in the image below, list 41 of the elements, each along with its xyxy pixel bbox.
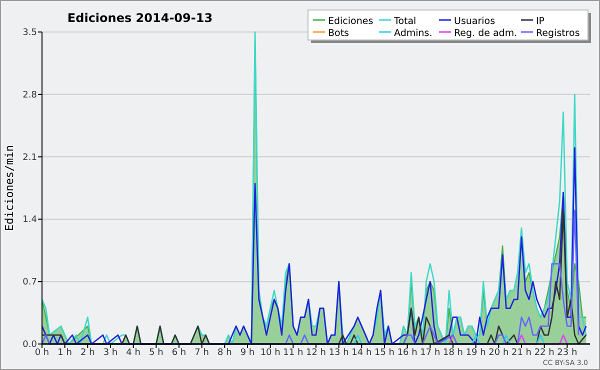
y-tick-label: 2.1 <box>22 152 37 163</box>
legend-label: Admins. <box>394 28 432 39</box>
x-tick-label: 19 h <box>466 348 486 358</box>
chart-title: Ediciones 2014-09-13 <box>67 11 213 25</box>
legend-label: Registros <box>536 28 580 39</box>
x-tick-label: 23 h <box>557 348 578 358</box>
x-tick-label: 6 h <box>172 348 186 358</box>
x-tick-label: 1 h <box>58 348 72 358</box>
line-series <box>41 147 587 345</box>
y-tick-label: 0.7 <box>22 278 37 288</box>
x-tick-label: 9 h <box>240 348 255 358</box>
x-tick-label: 5 h <box>149 348 164 358</box>
x-tick-label: 0 h <box>34 348 50 358</box>
y-tick-label: 2.8 <box>22 90 38 100</box>
y-axis-title: Ediciones/min <box>3 144 16 232</box>
x-tick-label: 3 h <box>103 348 118 358</box>
x-tick-label: 2 h <box>80 348 95 358</box>
legend-label: Ediciones <box>328 16 374 27</box>
x-tick-label: 16 h <box>397 348 418 358</box>
legend-label: Bots <box>328 28 350 39</box>
x-tick-label: 15 h <box>374 348 395 358</box>
legend-label: Total <box>393 16 416 27</box>
legend-label: Usuarios <box>454 16 496 27</box>
y-tick-label: 3.5 <box>22 28 37 38</box>
x-tick-label: 18 h <box>442 348 464 358</box>
x-tick-label: 12 h <box>306 348 326 358</box>
legend-label: IP <box>536 16 545 27</box>
x-tick-label: 14 h <box>352 348 372 358</box>
x-tick-label: 21 h <box>511 348 532 358</box>
x-tick-label: 10 h <box>260 348 280 358</box>
x-tick-label: 8 h <box>218 348 232 358</box>
y-tick-label: 1.4 <box>22 215 38 226</box>
y-tick-label: 0.0 <box>22 340 38 350</box>
x-tick-label: 17 h <box>420 348 440 358</box>
x-tick-label: 20 h <box>488 348 509 358</box>
x-tick-label: 13 h <box>328 348 349 358</box>
x-tick-label: 7 h <box>194 348 209 358</box>
x-tick-label: 11 h <box>283 348 304 358</box>
legend-label: Reg. de adm. <box>454 28 518 39</box>
x-tick-label: 4 h <box>126 348 140 358</box>
x-tick-label: 22 h <box>534 348 554 358</box>
